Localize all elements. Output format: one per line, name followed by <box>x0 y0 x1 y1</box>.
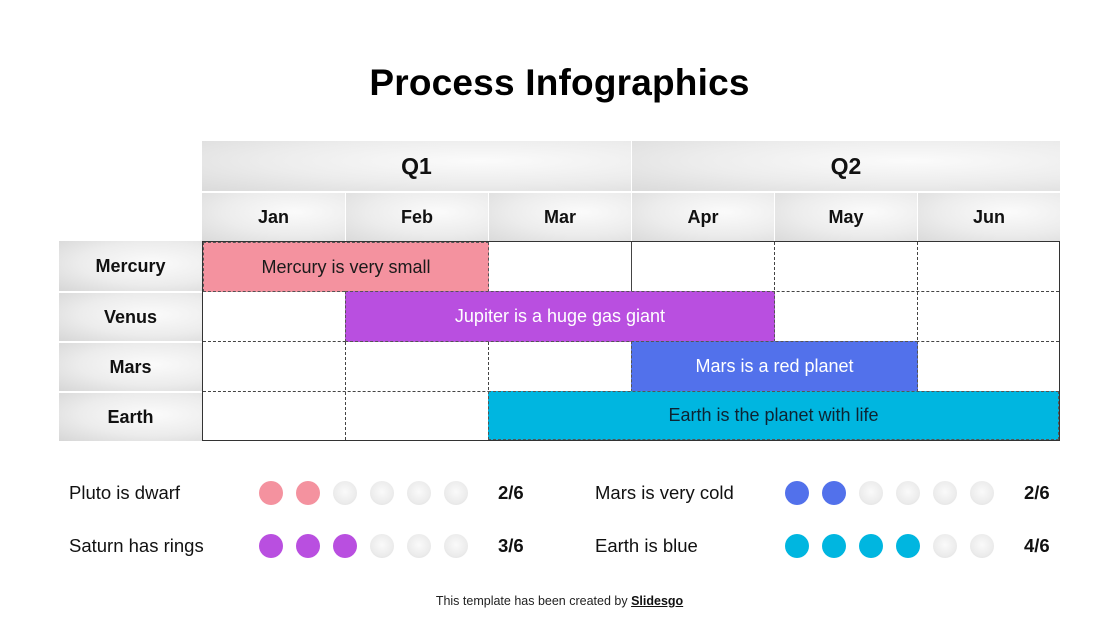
empty-dot-icon <box>970 481 994 505</box>
row-label-venus: Venus <box>59 291 202 341</box>
timeline-bar-venus: Jupiter is a huge gas giant <box>345 291 775 342</box>
legend-item-earth: Earth is blue 4/6 <box>595 531 1050 561</box>
grid-divider <box>631 242 632 292</box>
empty-dot-icon <box>970 534 994 558</box>
legend-value: 2/6 <box>1024 482 1050 503</box>
row-label-text: Earth <box>107 406 154 427</box>
filled-dot-icon <box>822 481 846 505</box>
legend-label: Pluto is dwarf <box>69 482 181 503</box>
month-label: Apr <box>687 206 719 227</box>
month-header-feb: Feb <box>345 191 488 241</box>
quarter-header-q2: Q2 <box>631 141 1060 191</box>
filled-dot-icon <box>259 534 283 558</box>
filled-dot-icon <box>296 534 320 558</box>
bar-text: Jupiter is a huge gas giant <box>454 306 666 326</box>
month-header-mar: Mar <box>488 191 631 241</box>
empty-dot-icon <box>444 481 468 505</box>
empty-dot-icon <box>333 481 357 505</box>
row-label-earth: Earth <box>59 391 202 441</box>
month-header-jan: Jan <box>202 191 345 241</box>
quarter-label: Q2 <box>830 152 862 179</box>
filled-dot-icon <box>333 534 357 558</box>
row-label-mercury: Mercury <box>59 241 202 291</box>
empty-dot-icon <box>933 534 957 558</box>
month-label: Feb <box>400 206 433 227</box>
timeline-bar-mercury: Mercury is very small <box>203 242 489 292</box>
progress-dots <box>785 534 994 558</box>
month-header-apr: Apr <box>631 191 774 241</box>
row-label-mars: Mars <box>59 341 202 391</box>
month-label: Jan <box>257 206 290 227</box>
filled-dot-icon <box>259 481 283 505</box>
legend-item-saturn: Saturn has rings 3/6 <box>69 531 524 561</box>
legend-value: 3/6 <box>498 535 524 556</box>
month-label: May <box>828 206 864 227</box>
empty-dot-icon <box>444 534 468 558</box>
row-label-text: Mercury <box>95 255 166 276</box>
timeline-bar-earth: Earth is the planet with life <box>488 391 1059 440</box>
month-label: Jun <box>972 206 1005 227</box>
legend-item-mars: Mars is very cold 2/6 <box>595 478 1050 508</box>
month-label: Mar <box>543 206 576 227</box>
timeline-bar-mars: Mars is a red planet <box>631 341 918 392</box>
empty-dot-icon <box>933 481 957 505</box>
filled-dot-icon <box>859 534 883 558</box>
progress-dots <box>259 534 468 558</box>
filled-dot-icon <box>296 481 320 505</box>
filled-dot-icon <box>822 534 846 558</box>
page-title: Process Infographics <box>369 62 750 103</box>
footer-text: This template has been created by <box>435 594 632 608</box>
bar-text: Mars is a red planet <box>695 356 854 376</box>
empty-dot-icon <box>370 481 394 505</box>
empty-dot-icon <box>370 534 394 558</box>
empty-dot-icon <box>896 481 920 505</box>
slidesgo-link[interactable]: Slidesgo <box>631 594 684 608</box>
month-header-may: May <box>774 191 917 241</box>
legend-value: 2/6 <box>498 482 524 503</box>
filled-dot-icon <box>785 481 809 505</box>
month-header-jun: Jun <box>917 191 1060 241</box>
quarter-label: Q1 <box>401 152 432 179</box>
timeline-grid: Mercury is very small Jupiter is a huge … <box>202 241 1060 441</box>
empty-dot-icon <box>407 534 431 558</box>
bar-text: Mercury is very small <box>261 256 431 277</box>
legend-label: Mars is very cold <box>595 482 734 503</box>
footer-credit: This template has been created by Slides… <box>0 594 1119 608</box>
legend-item-pluto: Pluto is dwarf 2/6 <box>69 478 524 508</box>
filled-dot-icon <box>896 534 920 558</box>
progress-dots <box>785 481 994 505</box>
legend-label: Saturn has rings <box>69 535 204 556</box>
empty-dot-icon <box>859 481 883 505</box>
progress-dots <box>259 481 468 505</box>
legend-label: Earth is blue <box>595 535 698 556</box>
row-label-text: Mars <box>109 356 152 377</box>
row-label-text: Venus <box>103 306 158 327</box>
empty-dot-icon <box>407 481 431 505</box>
legend-value: 4/6 <box>1024 535 1050 556</box>
filled-dot-icon <box>785 534 809 558</box>
bar-text: Earth is the planet with life <box>668 405 879 425</box>
quarter-header-q1: Q1 <box>202 141 631 191</box>
